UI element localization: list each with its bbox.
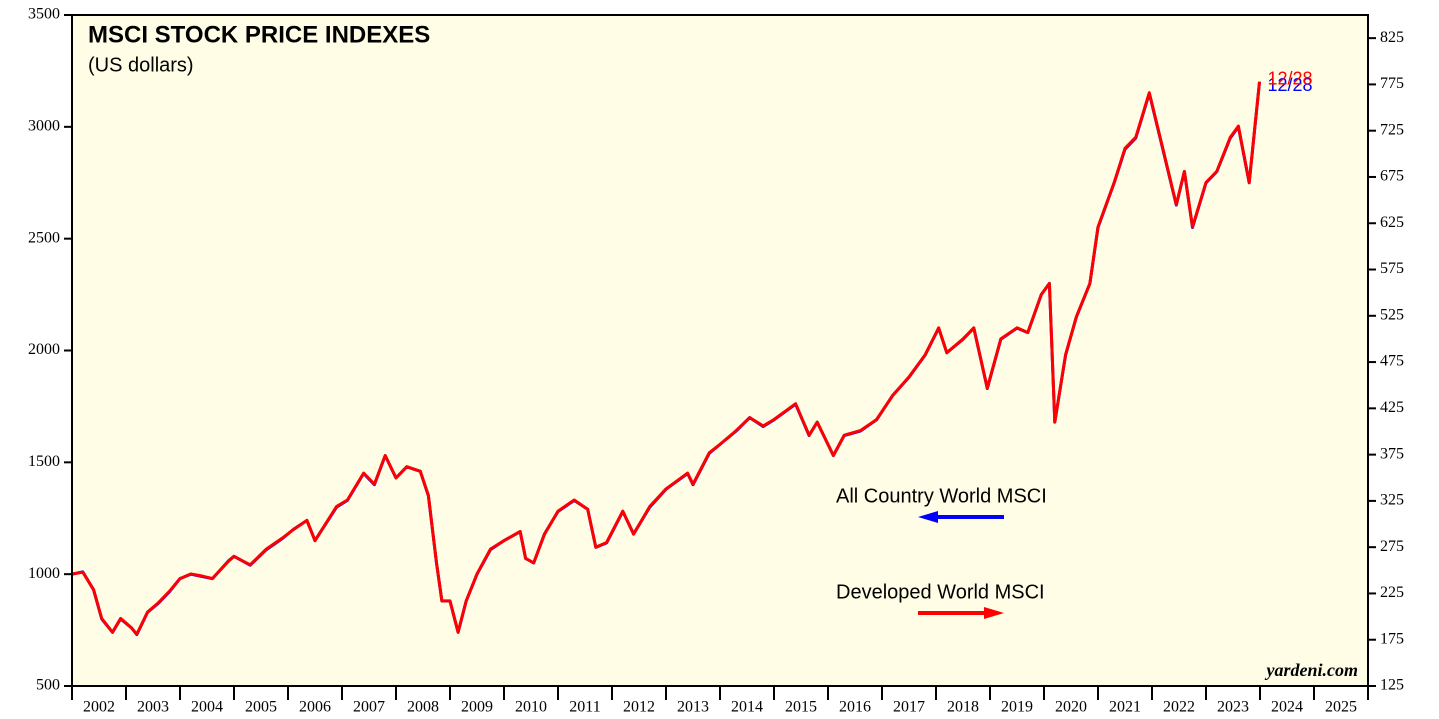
y2-tick-label: 225 bbox=[1380, 584, 1404, 601]
x-tick-label: 2023 bbox=[1217, 699, 1249, 716]
x-tick-label: 2017 bbox=[893, 699, 925, 716]
legend-arrowhead bbox=[984, 607, 1004, 619]
y2-tick-label: 525 bbox=[1380, 306, 1404, 323]
y2-tick-label: 725 bbox=[1380, 121, 1404, 138]
y-tick-label: 3500 bbox=[28, 6, 60, 23]
y-tick-label: 2500 bbox=[28, 229, 60, 246]
legend-label: Developed World MSCI bbox=[836, 581, 1045, 603]
y2-tick-label: 625 bbox=[1380, 214, 1404, 231]
x-tick-label: 2016 bbox=[839, 699, 871, 716]
y2-tick-label: 425 bbox=[1380, 399, 1404, 416]
y-tick-label: 1500 bbox=[28, 453, 60, 470]
y2-tick-label: 775 bbox=[1380, 75, 1404, 92]
y2-tick-label: 325 bbox=[1380, 492, 1404, 509]
y-tick-label: 2000 bbox=[28, 341, 60, 358]
legend-arrowhead bbox=[918, 511, 938, 523]
y2-tick-label: 375 bbox=[1380, 445, 1404, 462]
x-tick-label: 2002 bbox=[83, 699, 115, 716]
x-tick-label: 2004 bbox=[191, 699, 223, 716]
plot-area bbox=[72, 15, 1368, 686]
x-tick-label: 2006 bbox=[299, 699, 331, 716]
y2-tick-label: 575 bbox=[1380, 260, 1404, 277]
source: yardeni.com bbox=[1265, 660, 1359, 680]
series-line bbox=[71, 81, 1261, 636]
x-tick-label: 2008 bbox=[407, 699, 439, 716]
y-tick-label: 1000 bbox=[28, 565, 60, 582]
y2-tick-label: 825 bbox=[1380, 29, 1404, 46]
x-tick-label: 2021 bbox=[1109, 699, 1141, 716]
y2-tick-label: 475 bbox=[1380, 353, 1404, 370]
x-tick-label: 2015 bbox=[785, 699, 817, 716]
x-tick-label: 2011 bbox=[569, 699, 600, 716]
y2-tick-label: 125 bbox=[1380, 677, 1404, 694]
chart-subtitle: (US dollars) bbox=[88, 54, 194, 76]
x-tick-label: 2025 bbox=[1325, 699, 1357, 716]
y2-tick-label: 175 bbox=[1380, 630, 1404, 647]
x-tick-label: 2020 bbox=[1055, 699, 1087, 716]
x-tick-label: 2005 bbox=[245, 699, 277, 716]
x-tick-label: 2012 bbox=[623, 699, 655, 716]
y-tick-label: 500 bbox=[36, 677, 60, 694]
x-tick-label: 2018 bbox=[947, 699, 979, 716]
x-tick-label: 2003 bbox=[137, 699, 169, 716]
end-label: 12/28 bbox=[1267, 68, 1312, 88]
end-label: 12/28 bbox=[1267, 75, 1312, 95]
x-tick-label: 2013 bbox=[677, 699, 709, 716]
x-tick-label: 2009 bbox=[461, 699, 493, 716]
y2-tick-label: 675 bbox=[1380, 168, 1404, 185]
legend: All Country World MSCI Developed World MS… bbox=[836, 485, 1047, 619]
y2-tick-label: 275 bbox=[1380, 538, 1404, 555]
y-tick-label: 3000 bbox=[28, 118, 60, 135]
x-tick-label: 2007 bbox=[353, 699, 385, 716]
x-tick-label: 2019 bbox=[1001, 699, 1033, 716]
x-tick-label: 2024 bbox=[1271, 699, 1303, 716]
legend-label: All Country World MSCI bbox=[836, 485, 1047, 507]
chart-title: MSCI STOCK PRICE INDEXES bbox=[88, 21, 430, 48]
x-tick-label: 2010 bbox=[515, 699, 547, 716]
x-tick-label: 2014 bbox=[731, 699, 763, 716]
x-tick-label: 2022 bbox=[1163, 699, 1195, 716]
